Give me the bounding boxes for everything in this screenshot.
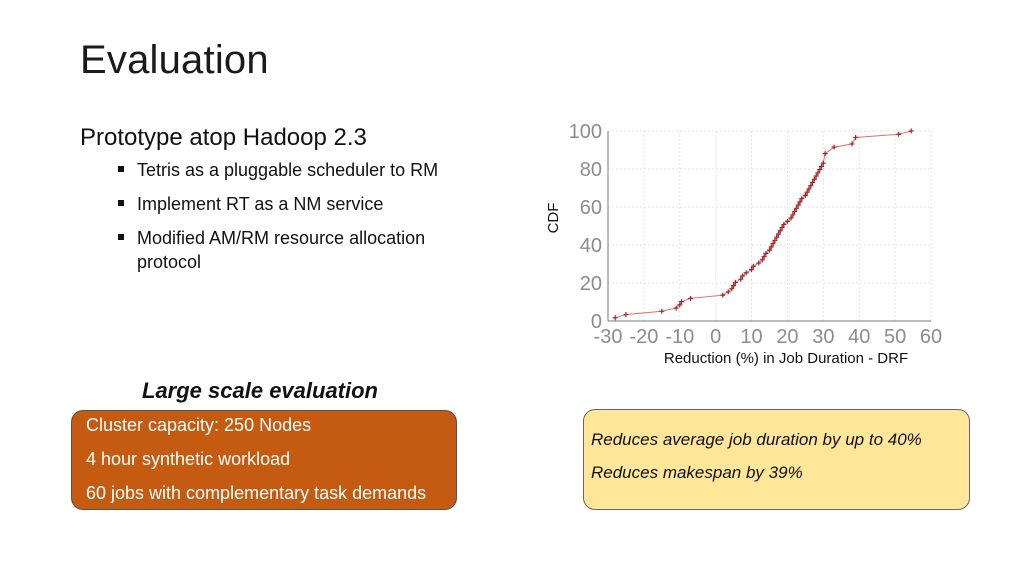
data-point	[790, 212, 796, 218]
data-point	[677, 302, 683, 308]
data-point	[811, 176, 817, 182]
data-point	[623, 312, 629, 318]
x-tick-label: -20	[629, 326, 658, 348]
evaluation-setup-box: Cluster capacity: 250 Nodes 4 hour synth…	[71, 410, 457, 510]
slide-title: Evaluation	[80, 38, 269, 82]
data-point	[749, 267, 755, 273]
data-point	[774, 234, 780, 240]
sub-bullet-list: Tetris as a pluggable scheduler to RM Im…	[118, 158, 478, 284]
x-tick-label: 10	[740, 326, 762, 348]
data-point	[768, 244, 774, 250]
data-point	[799, 196, 805, 202]
data-point	[732, 279, 738, 285]
y-axis-label: CDF	[545, 203, 562, 234]
data-point	[813, 173, 819, 179]
result-line: Reduces average job duration by up to 40…	[591, 430, 922, 449]
data-point	[788, 215, 794, 221]
data-point	[831, 144, 837, 150]
y-tick-label: 60	[580, 197, 602, 219]
data-point	[612, 315, 618, 321]
data-point	[777, 228, 783, 234]
chart-tick-labels: -30 -20 -10 0 10 20 30 40 50 60 0 20 40 60 80 100	[569, 121, 943, 348]
sub-bullet-text: Tetris as a pluggable scheduler to RM	[137, 160, 439, 180]
evaluation-heading: Large scale evaluation	[142, 378, 378, 403]
y-tick-label: 40	[580, 235, 602, 257]
data-point	[817, 167, 823, 173]
data-point	[802, 192, 808, 198]
data-point	[804, 189, 810, 195]
data-point	[819, 163, 825, 169]
chart-axes	[607, 131, 931, 322]
y-tick-label: 100	[569, 121, 602, 143]
y-tick-label: 80	[580, 159, 602, 181]
data-point	[750, 263, 756, 269]
sub-bullet: Tetris as a pluggable scheduler to RM	[118, 158, 478, 182]
data-point	[793, 205, 799, 211]
data-point	[908, 128, 914, 134]
data-point	[822, 151, 828, 157]
square-bullet-icon	[118, 166, 124, 172]
data-point	[797, 199, 803, 205]
data-point	[795, 202, 801, 208]
sub-bullet-text: Implement RT as a NM service	[137, 194, 384, 214]
data-point	[810, 179, 816, 185]
main-bullet: Prototype atop Hadoop 2.3	[80, 124, 367, 151]
data-point	[763, 250, 769, 256]
data-point	[729, 286, 735, 292]
data-point	[853, 134, 859, 140]
sub-bullet-text: Modified AM/RM resource allocation proto…	[137, 228, 426, 272]
x-tick-label: 50	[884, 326, 906, 348]
data-point	[659, 308, 665, 314]
series-line	[615, 130, 912, 319]
sub-bullet: Implement RT as a NM service	[118, 192, 478, 216]
x-tick-label: 30	[812, 326, 834, 348]
data-point	[772, 237, 778, 243]
data-point	[779, 225, 785, 231]
chart-series	[612, 128, 914, 321]
data-point	[896, 131, 902, 137]
data-point	[756, 260, 762, 266]
data-point	[820, 160, 826, 166]
x-tick-label: 0	[710, 326, 721, 348]
data-point	[759, 257, 765, 263]
data-point	[725, 289, 731, 295]
cdf-chart: -30 -20 -10 0 10 20 30 40 50 60 0 20 40 60 80 100 Reduc…	[545, 121, 943, 367]
setup-line: Cluster capacity: 250 Nodes	[86, 415, 312, 435]
setup-line: 4 hour synthetic workload	[86, 449, 291, 469]
data-point	[808, 183, 814, 189]
data-point	[743, 270, 749, 276]
data-point	[806, 186, 812, 192]
sub-bullet: Modified AM/RM resource allocation proto…	[118, 226, 478, 274]
x-tick-label: -30	[594, 326, 623, 348]
data-point	[679, 299, 685, 305]
data-point	[775, 231, 781, 237]
data-point	[849, 141, 855, 147]
data-point	[767, 247, 772, 253]
x-axis-label: Reduction (%) in Job Duration - DRF	[664, 350, 908, 367]
y-tick-label: 20	[580, 273, 602, 295]
x-tick-label: 40	[848, 326, 870, 348]
data-point	[688, 295, 694, 301]
data-point	[731, 283, 737, 289]
data-point	[781, 221, 787, 227]
setup-line: 60 jobs with complementary task demands	[86, 483, 427, 503]
x-tick-label: -10	[665, 326, 694, 348]
results-box: Reduces average job duration by up to 40…	[583, 409, 970, 510]
data-point	[720, 292, 726, 298]
data-point	[738, 276, 744, 282]
result-line: Reduces makespan by 39%	[591, 463, 803, 482]
data-point	[673, 305, 679, 311]
data-point	[740, 273, 746, 279]
data-point	[784, 218, 790, 224]
data-point	[770, 241, 776, 247]
x-tick-label: 20	[776, 326, 798, 348]
x-tick-label: 60	[920, 326, 942, 348]
y-tick-label: 0	[591, 311, 602, 333]
chart-grid	[607, 130, 932, 322]
data-point	[815, 170, 821, 176]
data-point	[792, 209, 798, 215]
data-point	[761, 254, 767, 260]
square-bullet-icon	[118, 234, 124, 240]
square-bullet-icon	[118, 200, 124, 206]
